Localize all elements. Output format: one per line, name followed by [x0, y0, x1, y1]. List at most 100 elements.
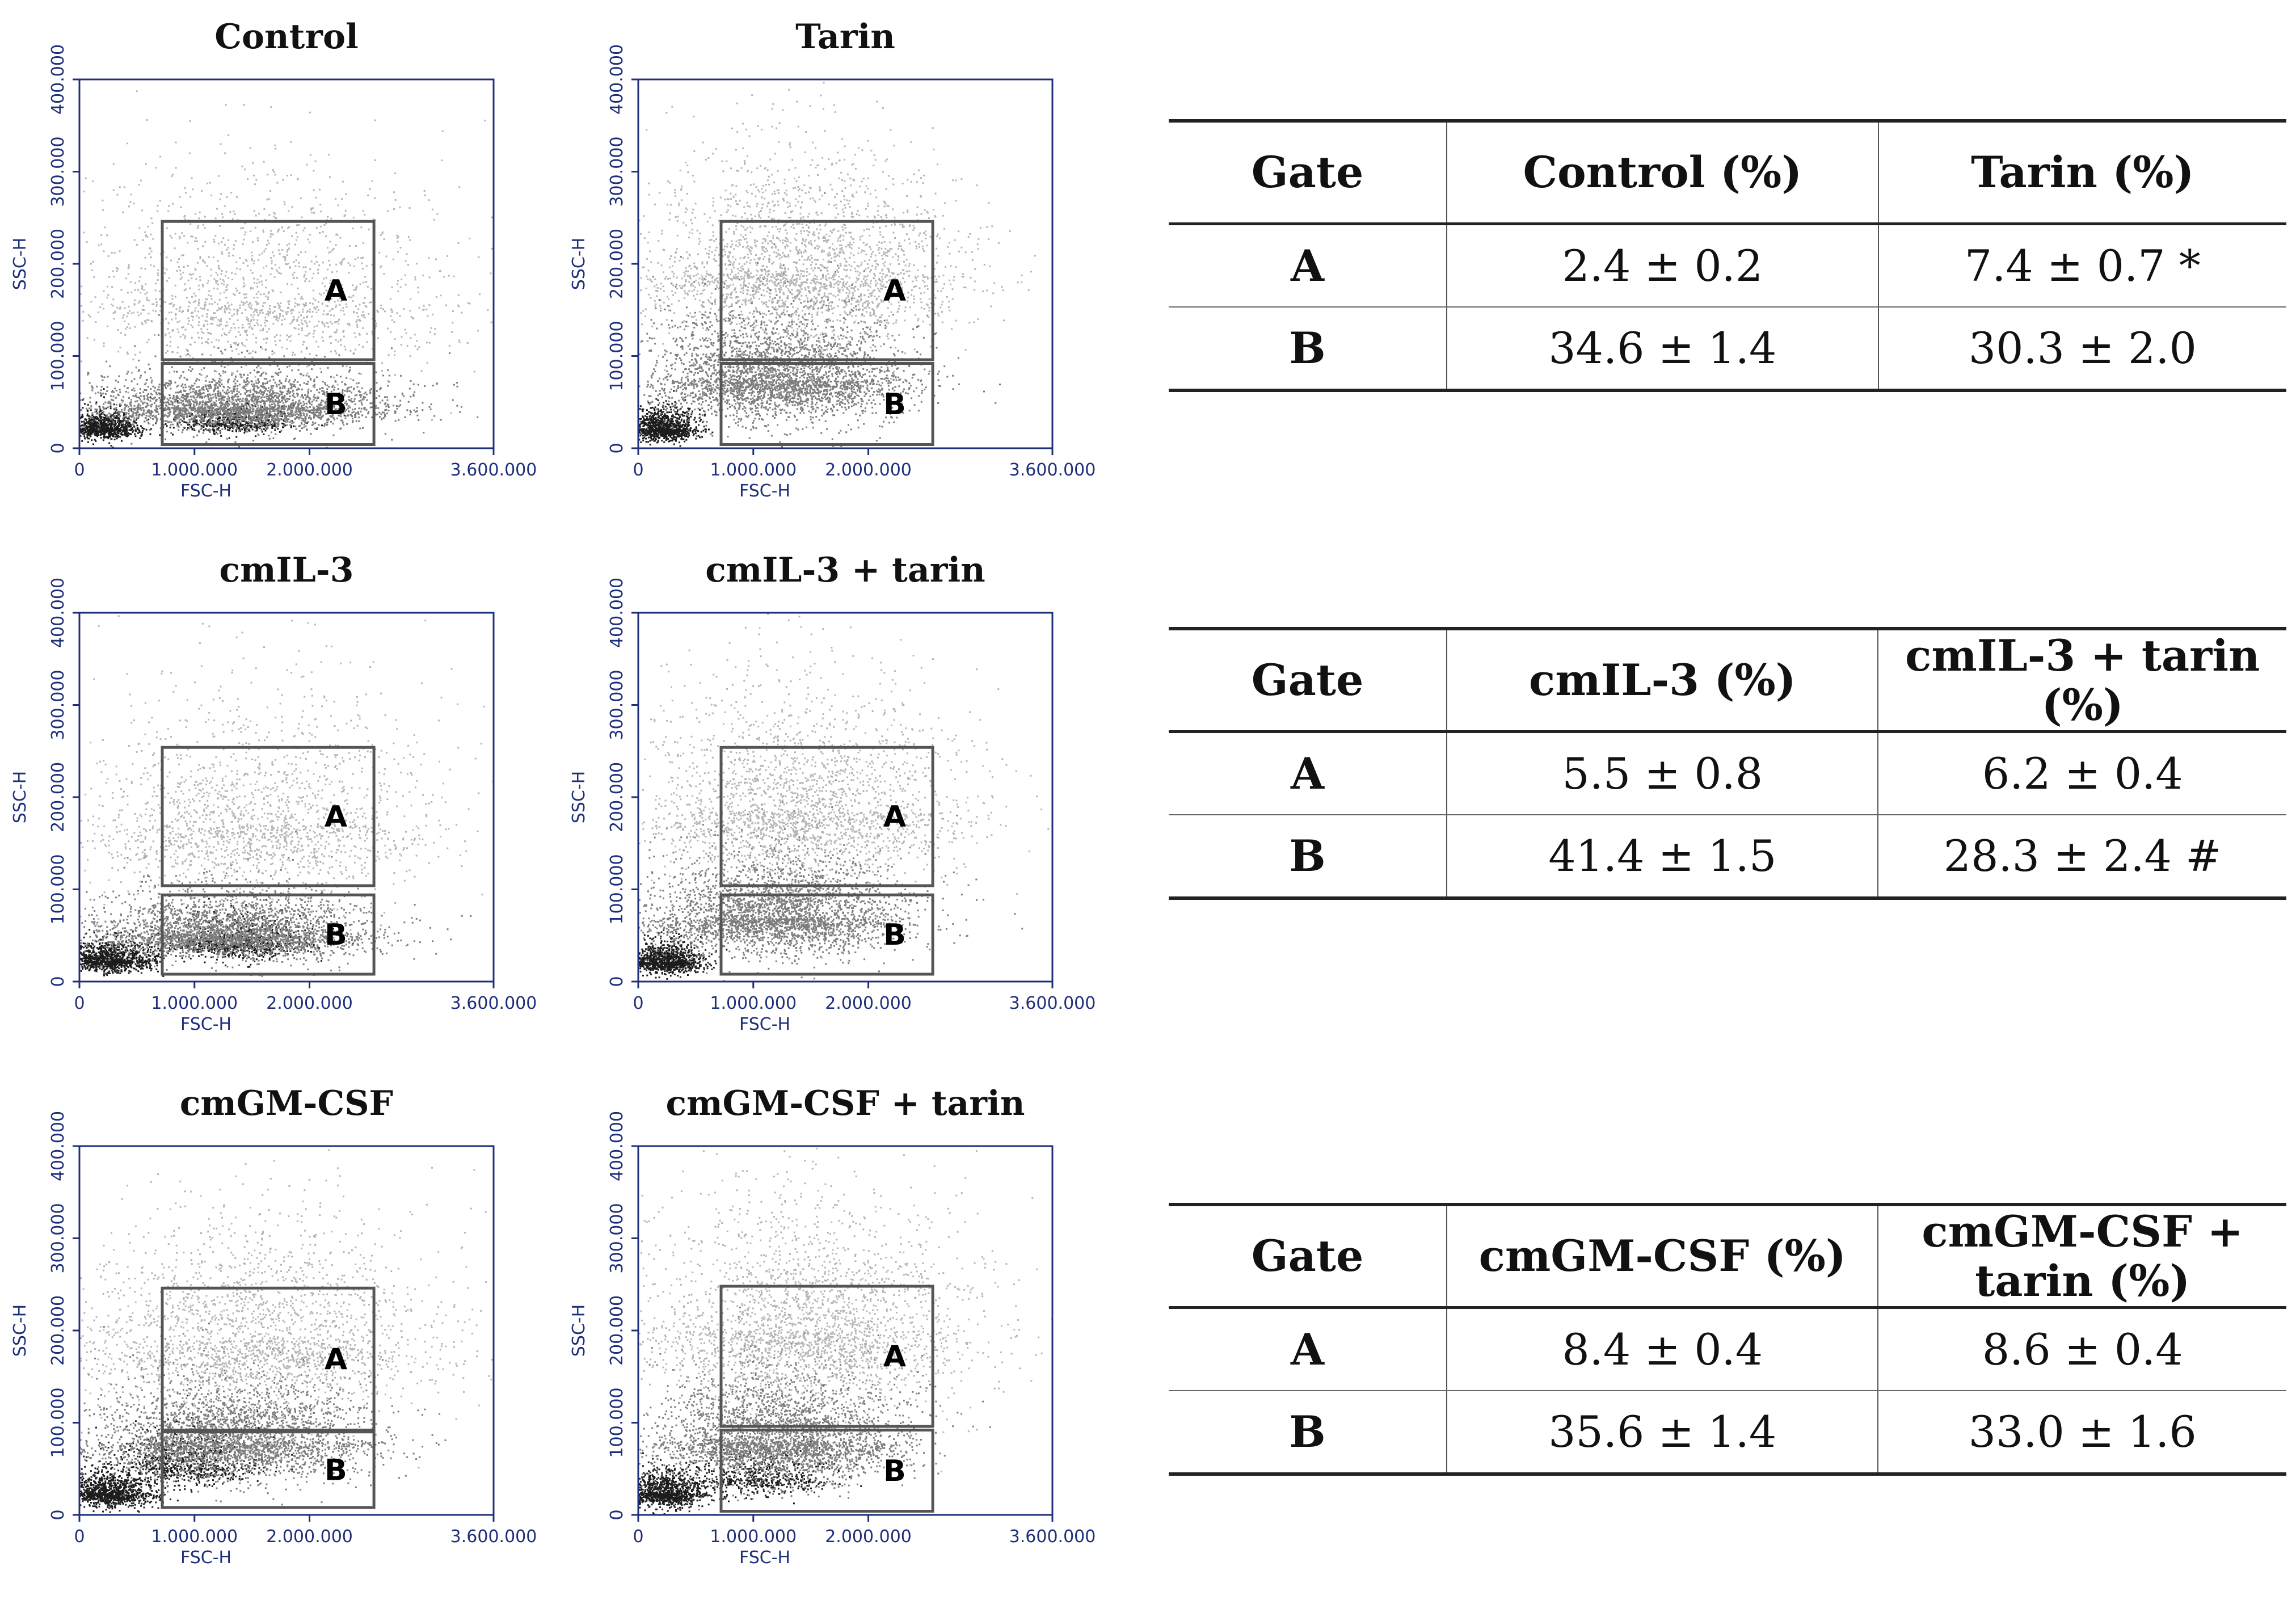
scatter-plot-svg: Control 0 1.000.000 2.000.000 3.600.000 0 100.… [10, 17, 537, 501]
scatter-points [79, 1149, 493, 1513]
y-tick-label: 400.000 [607, 1111, 627, 1181]
gate-a-label: A [883, 274, 906, 308]
gate-a-label: A [325, 1342, 347, 1376]
x-tick-label: 2.000.000 [825, 460, 912, 480]
y-tick-label: 100.000 [607, 1387, 627, 1458]
gate-b-rect [719, 1429, 934, 1513]
gate-b-label: B [325, 388, 347, 422]
plot-frame [637, 1145, 1054, 1516]
results-table-cmil3: Gate cmIL-3 (%) cmIL-3 + tarin (%) A 5.5… [1169, 627, 2286, 900]
x-tick-label: 0 [633, 1527, 643, 1547]
y-tick-label: 0 [48, 976, 68, 987]
table-cell-gate: B [1169, 307, 1448, 392]
scatter-density-mid [79, 314, 479, 449]
table-header-gate: Gate [1169, 627, 1448, 733]
y-tick-label: 400.000 [48, 1111, 68, 1181]
x-tick-label: 0 [74, 993, 85, 1013]
y-tick-label: 300.000 [607, 136, 627, 207]
x-tick-label: 2.000.000 [266, 1527, 353, 1547]
y-tick-label: 300.000 [48, 670, 68, 740]
x-tick-label: 3.600.000 [450, 460, 537, 480]
scatter-plot-svg: cmIL-3 0 1.000.000 2.000.000 3.600.000 0 100.0… [10, 550, 537, 1034]
gate-a-rect [719, 220, 934, 361]
table-cell-value: 35.6 ± 1.4 [1446, 1391, 1879, 1476]
y-tick-label: 200.000 [607, 229, 627, 299]
x-tick-label: 3.600.000 [1009, 993, 1096, 1013]
table-header-cmgmcsf-tarin: cmGM-CSF + tarin (%) [1878, 1203, 2286, 1309]
plot-title: cmIL-3 [220, 550, 354, 590]
table-cell-value: 2.4 ± 0.2 [1447, 224, 1879, 308]
gate-b-label: B [883, 388, 906, 422]
table-cell-gate: B [1169, 1391, 1447, 1476]
table-cell-value: 6.2 ± 0.4 [1878, 731, 2286, 815]
scatter-density-sparse [638, 1147, 1053, 1472]
plot-cmgmcsf: cmGM-CSF 0 1.000.000 2.000.000 3.600.000 0 100… [0, 1067, 573, 1600]
table-cell-value: 8.6 ± 0.4 [1878, 1307, 2286, 1391]
y-tick-label: 400.000 [48, 44, 68, 115]
scatter-points [638, 82, 1036, 448]
table-cell-value: 41.4 ± 1.5 [1447, 815, 1879, 900]
y-tick-label: 0 [607, 976, 627, 987]
y-tick-label: 300.000 [607, 1203, 627, 1273]
x-tick-label: 3.600.000 [1009, 1527, 1096, 1547]
plot-title: cmGM-CSF + tarin [666, 1084, 1025, 1123]
plot-control: Control 0 1.000.000 2.000.000 3.600.000 0 100.… [0, 0, 573, 533]
y-tick-label: 300.000 [607, 670, 627, 740]
gate-a-rect [161, 220, 376, 361]
table-cell-gate: A [1169, 731, 1448, 815]
scatter-plot-svg: Tarin 0 1.000.000 2.000.000 3.600.000 0 100.00… [569, 17, 1096, 501]
scatter-points [79, 615, 494, 977]
x-tick-label: 2.000.000 [825, 1527, 912, 1547]
x-tick-label: 1.000.000 [710, 993, 797, 1013]
scatter-density-mid [638, 779, 1023, 982]
gate-b-rect [161, 893, 376, 976]
table-header-cmgmcsf: cmGM-CSF (%) [1446, 1203, 1879, 1309]
y-tick-label: 200.000 [48, 762, 68, 832]
table-cell-value: 34.6 ± 1.4 [1447, 307, 1879, 392]
x-tick-label: 1.000.000 [151, 993, 238, 1013]
gate-b-rect [161, 362, 376, 446]
table-row: A 8.4 ± 0.4 8.6 ± 0.4 [1169, 1307, 2286, 1391]
x-tick-label: 2.000.000 [825, 993, 912, 1013]
y-tick-label: 200.000 [48, 229, 68, 299]
table-cell-value: 28.3 ± 2.4 # [1878, 815, 2286, 900]
table-cell-gate: B [1169, 815, 1448, 900]
gate-a-label: A [883, 1340, 906, 1374]
y-tick-label: 0 [607, 1509, 627, 1520]
scatter-density-dense [83, 1395, 310, 1501]
y-tick-label: 0 [48, 443, 68, 453]
scatter-density-dense [79, 388, 161, 449]
scatter-plot-svg: cmIL-3 + tarin 0 1.000.000 2.000.000 3.600.0… [569, 550, 1096, 1034]
x-axis-label: FSC-H [739, 1014, 790, 1034]
gate-a-rect [719, 1285, 934, 1428]
y-tick-label: 100.000 [607, 321, 627, 391]
x-tick-label: 1.000.000 [710, 1527, 797, 1547]
x-tick-label: 1.000.000 [710, 460, 797, 480]
x-axis-label: FSC-H [180, 1548, 231, 1568]
y-tick-label: 400.000 [607, 578, 627, 648]
x-tick-label: 3.600.000 [1009, 460, 1096, 480]
x-tick-label: 0 [74, 460, 85, 480]
scatter-plot-svg: cmGM-CSF 0 1.000.000 2.000.000 3.600.000 0 100… [10, 1084, 537, 1568]
table-cell-gate: A [1169, 224, 1448, 308]
y-tick-label: 400.000 [607, 44, 627, 115]
scatter-density-dense [650, 1422, 862, 1506]
scatter-points [638, 1147, 1053, 1516]
plot-title: cmGM-CSF [180, 1084, 393, 1123]
scatter-density-sparse [638, 82, 1036, 389]
plot-cmil3-tarin: cmIL-3 + tarin 0 1.000.000 2.000.000 3.600.0… [559, 533, 1132, 1067]
gate-b-rect [719, 893, 934, 976]
scatter-density-sparse [79, 1149, 493, 1469]
table-header-gate: Gate [1169, 119, 1448, 225]
x-tick-label: 3.600.000 [450, 993, 537, 1013]
plot-cmil3: cmIL-3 0 1.000.000 2.000.000 3.600.000 0 100.0… [0, 533, 573, 1067]
gate-a-rect [719, 746, 934, 887]
y-tick-label: 300.000 [48, 136, 68, 207]
table-cell-value: 7.4 ± 0.7 * [1878, 224, 2286, 308]
scatter-density-mid [638, 192, 1001, 448]
table-header-control: Control (%) [1447, 119, 1879, 225]
x-axis-label: FSC-H [180, 481, 231, 501]
gate-b-label: B [883, 1454, 906, 1488]
gate-b-rect [161, 1430, 376, 1509]
scatter-density-dense [638, 1447, 740, 1516]
